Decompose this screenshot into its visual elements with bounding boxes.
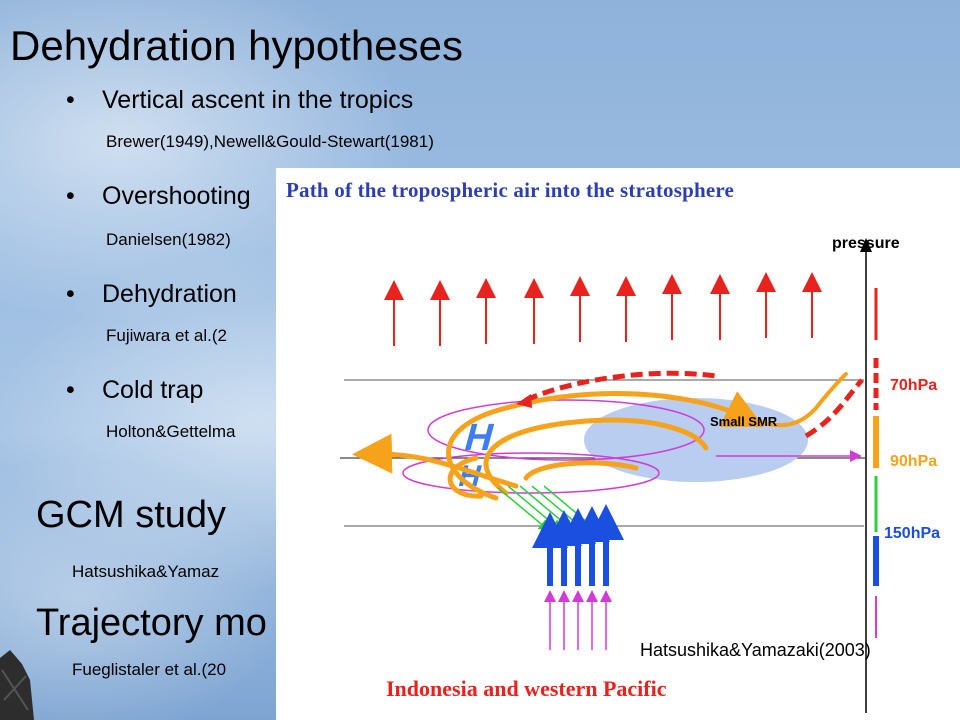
- figure-diagram: H H: [340, 235, 940, 713]
- figure-panel: Path of the tropospheric air into the st…: [276, 168, 960, 720]
- bullet-dehydration: • Dehydration: [66, 280, 237, 308]
- bullet-text: Overshooting: [102, 182, 251, 210]
- reference-text: Fujiwara et al.(2: [106, 326, 227, 345]
- stratosphere-arrows: [384, 272, 822, 346]
- reference-text: Holton&Gettelma: [106, 422, 236, 441]
- reference-text: Brewer(1949),Newell&Gould-Stewart(1981): [106, 132, 434, 151]
- section-title-trajectory: Trajectory mo: [36, 602, 267, 644]
- slide-title: Dehydration hypotheses: [10, 22, 463, 69]
- figure-title: Path of the tropospheric air into the st…: [286, 178, 735, 202]
- section-title-gcm: GCM study: [36, 494, 227, 536]
- bullet-vertical-ascent: • Vertical ascent in the tropics: [66, 86, 414, 114]
- orange-flow-paths: [352, 372, 848, 501]
- figure-region-caption: Indonesia and western Pacific: [386, 676, 667, 701]
- reference-text: Fueglistaler et al.(20: [72, 660, 227, 679]
- bullet-overshooting: • Overshooting: [66, 182, 251, 210]
- bullet-text: Vertical ascent in the tropics: [102, 86, 414, 114]
- level-label-70hpa: 70hPa: [890, 377, 937, 394]
- level-label-90hpa: 90hPa: [890, 453, 937, 470]
- bullet-text: Dehydration: [102, 280, 237, 308]
- level-label-150hpa: 150hPa: [884, 525, 940, 542]
- figure-credit: Hatsushika&Yamazaki(2003): [640, 640, 871, 660]
- bullet-cold-trap: • Cold trap: [66, 376, 204, 404]
- reference-text: Danielsen(1982): [106, 230, 231, 249]
- pressure-axis-label: pressure: [832, 235, 900, 252]
- bullet-text: Cold trap: [102, 376, 204, 404]
- tower-silhouette: [0, 650, 34, 720]
- troposphere-blue-arrows: [532, 504, 624, 586]
- reference-text: Hatsushika&Yamaz: [72, 562, 220, 581]
- region-label: Small SMR: [710, 414, 778, 429]
